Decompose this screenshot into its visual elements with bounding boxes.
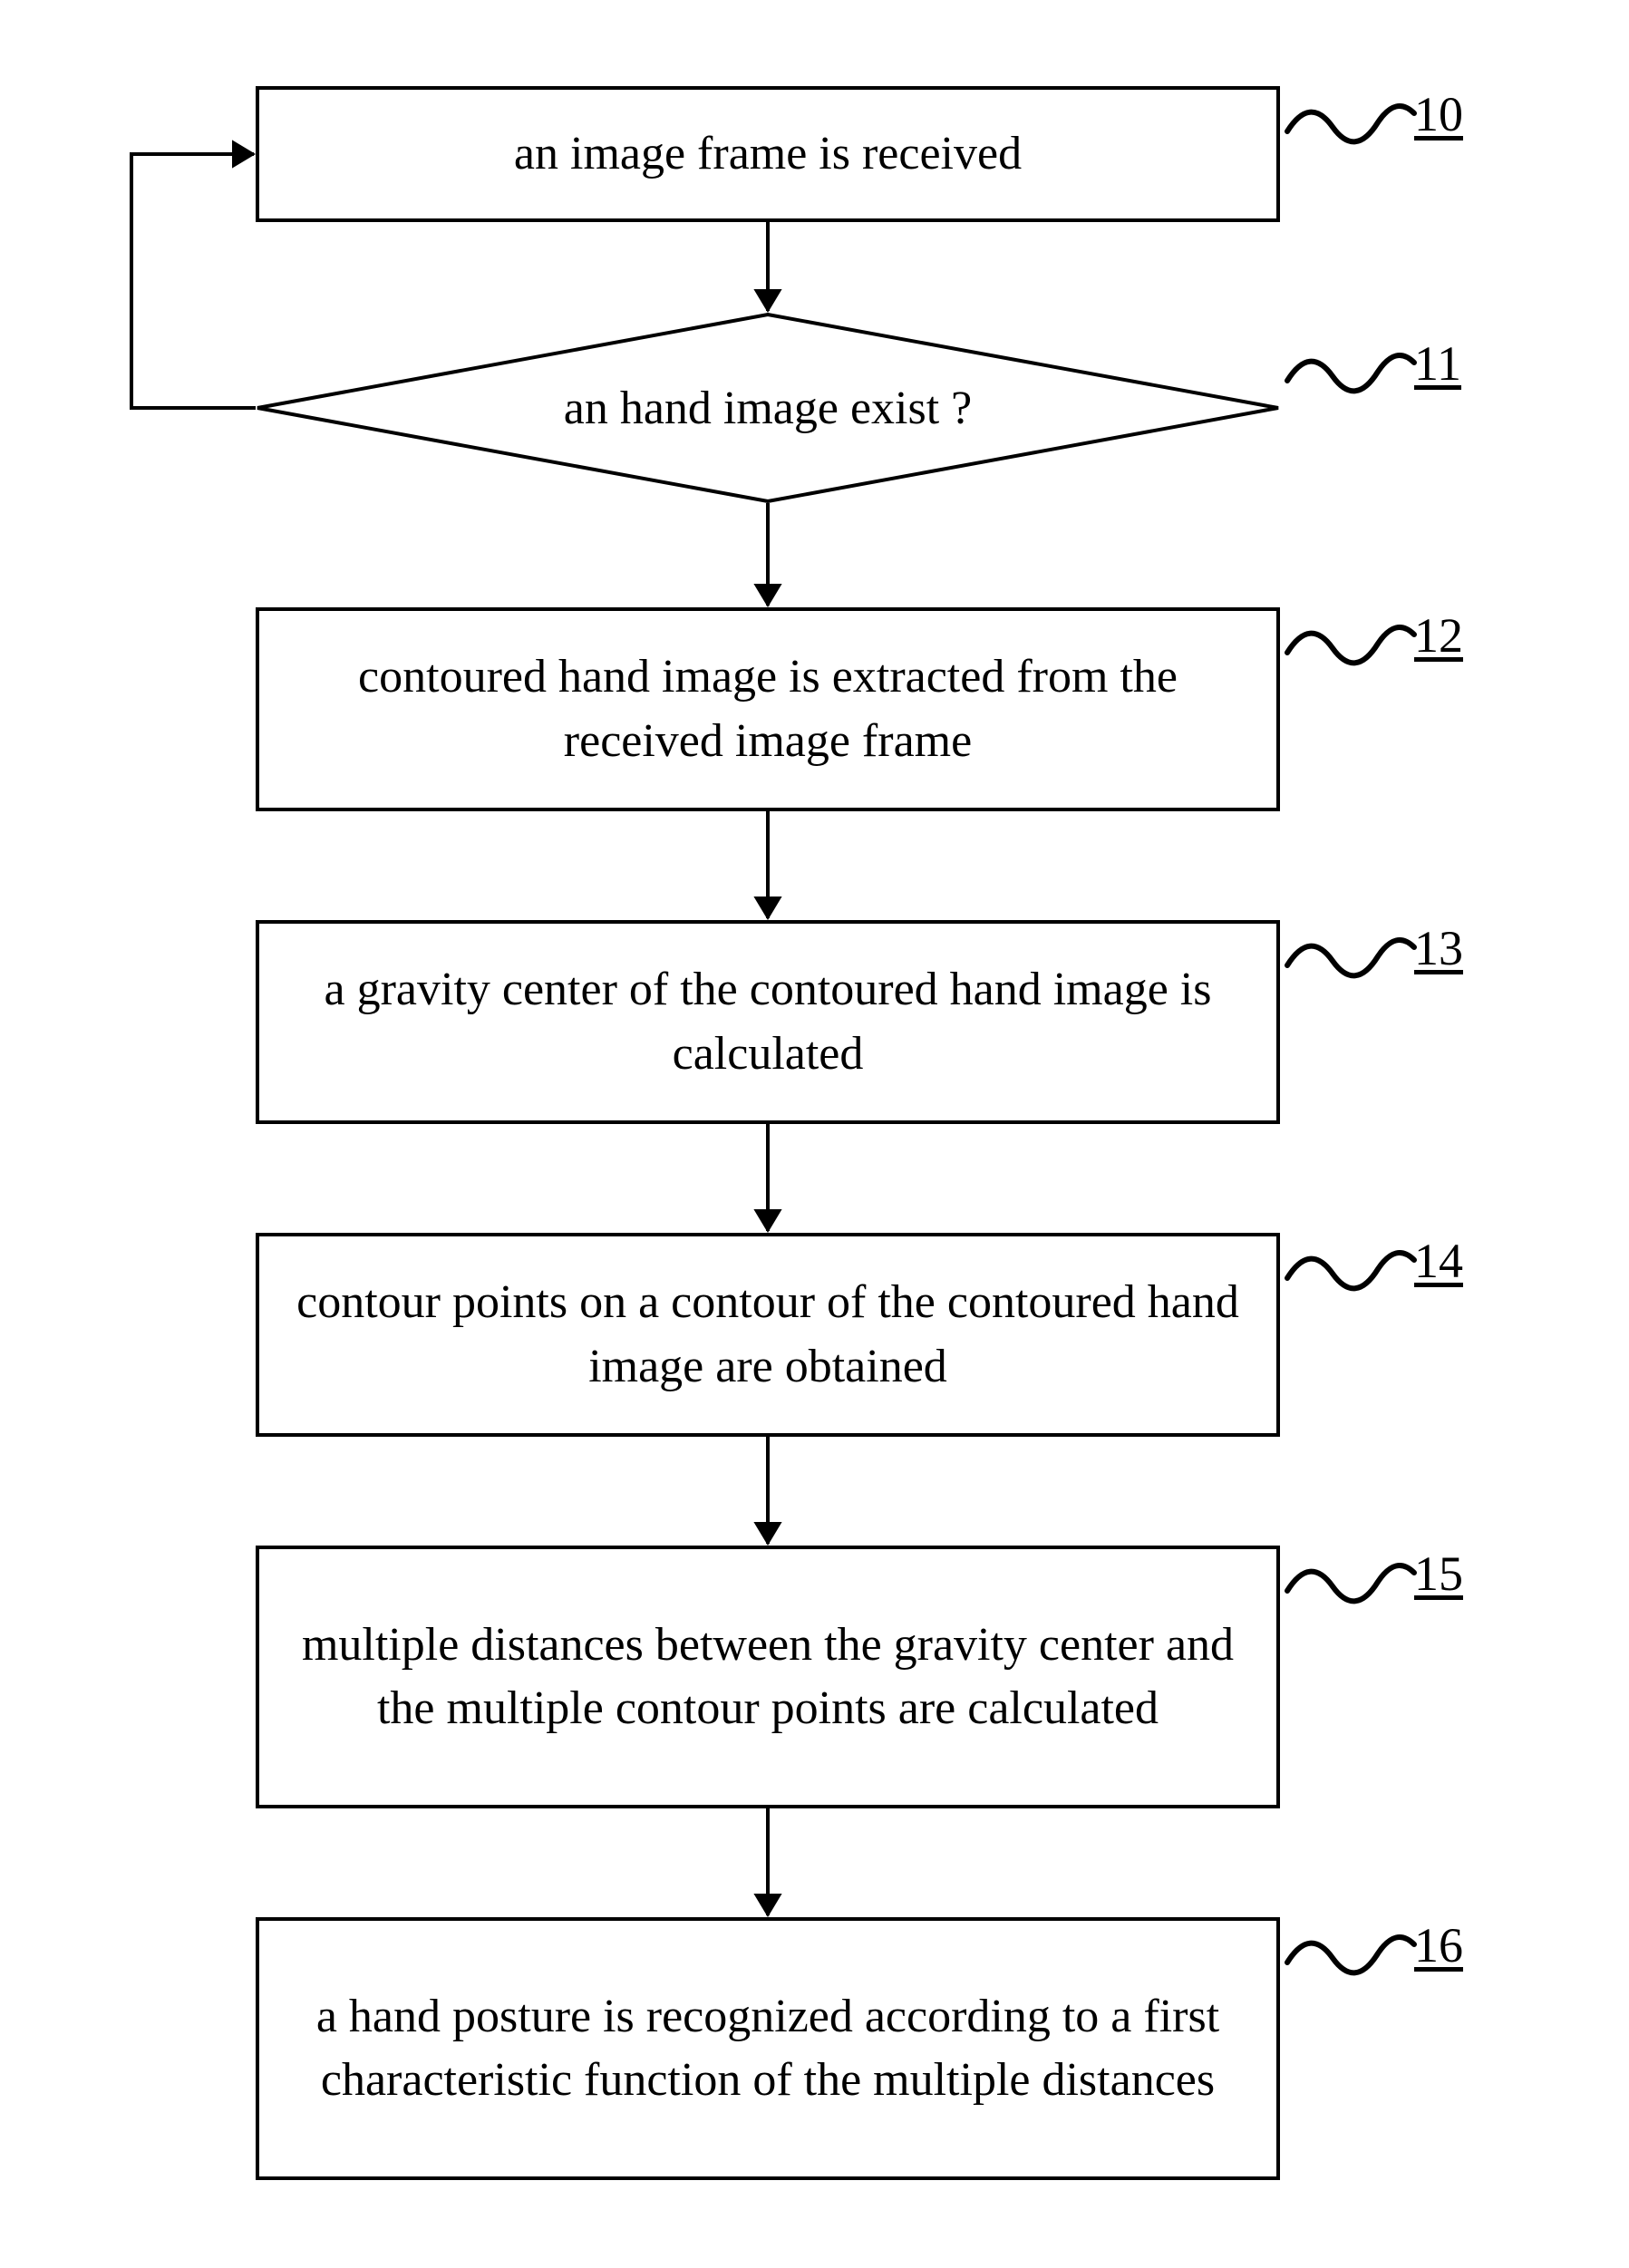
flow-step-text: a hand posture is recognized according t… (296, 1985, 1240, 2112)
step-ref-15: 15 (1414, 1546, 1463, 1602)
step-ref-13: 13 (1414, 920, 1463, 976)
flow-step-text: contoured hand image is extracted from t… (296, 645, 1240, 772)
step-ref-10: 10 (1414, 86, 1463, 142)
step-ref-14: 14 (1414, 1233, 1463, 1289)
flow-step-12: contoured hand image is extracted from t… (256, 607, 1280, 811)
flow-step-14: contour points on a contour of the conto… (256, 1233, 1280, 1437)
step-ref-12: 12 (1414, 607, 1463, 664)
flow-step-13: a gravity center of the contoured hand i… (256, 920, 1280, 1124)
flow-step-text: a gravity center of the contoured hand i… (296, 958, 1240, 1085)
flow-step-15: multiple distances between the gravity c… (256, 1546, 1280, 1808)
flow-step-text: an image frame is received (514, 122, 1022, 186)
flowchart-canvas: an image frame is received contoured hand… (0, 0, 1629, 2268)
flow-decision-11: an hand image exist ? (256, 313, 1280, 503)
step-ref-11: 11 (1414, 335, 1461, 392)
flow-step-text: multiple distances between the gravity c… (296, 1614, 1240, 1740)
flow-step-16: a hand posture is recognized according t… (256, 1917, 1280, 2180)
step-ref-16: 16 (1414, 1917, 1463, 1973)
flow-step-10: an image frame is received (256, 86, 1280, 222)
flow-step-text: an hand image exist ? (564, 382, 973, 435)
flow-step-text: contour points on a contour of the conto… (296, 1271, 1240, 1398)
